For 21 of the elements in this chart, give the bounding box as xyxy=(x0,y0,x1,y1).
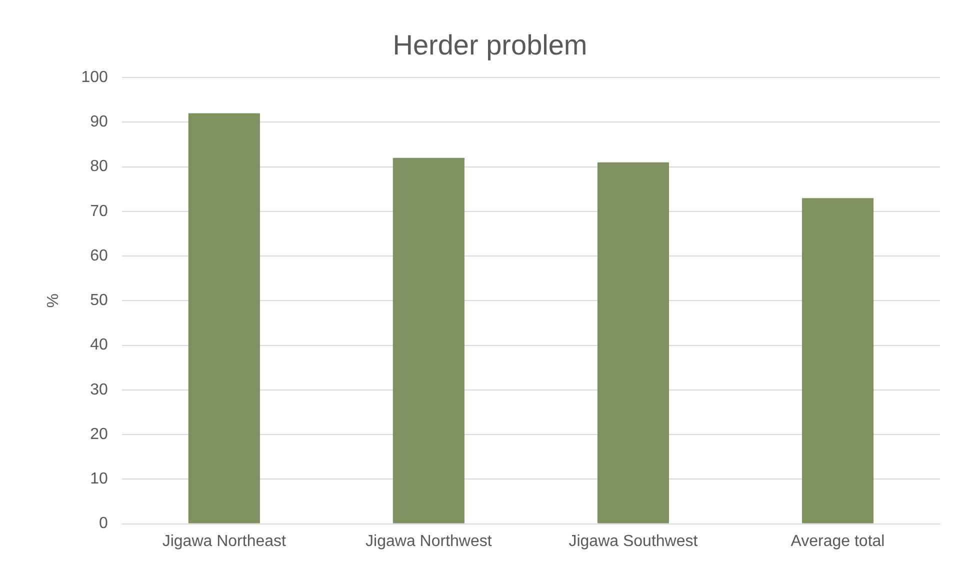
y-axis-title: % xyxy=(45,294,62,308)
y-tick-label: 70 xyxy=(90,202,108,220)
y-tick-label: 90 xyxy=(90,114,108,131)
y-tick-label: 40 xyxy=(90,336,108,354)
bar xyxy=(188,113,260,524)
x-tick-label: Jigawa Northwest xyxy=(366,532,492,550)
y-tick-label: 100 xyxy=(81,69,108,86)
y-tick-label: 10 xyxy=(90,470,108,488)
y-tick-label: 50 xyxy=(90,292,108,310)
bar xyxy=(802,198,874,524)
y-tick-label: 30 xyxy=(90,381,108,398)
bar xyxy=(597,162,670,524)
chart-title: Herder problem xyxy=(392,30,588,61)
bar xyxy=(392,158,464,524)
x-tick-label: Average total xyxy=(790,532,885,550)
y-tick-label: 20 xyxy=(90,426,108,443)
y-tick-label: 60 xyxy=(90,247,108,264)
y-tick-label: 0 xyxy=(98,515,108,532)
y-tick-label: 80 xyxy=(90,158,108,176)
x-tick-label: Jigawa Southwest xyxy=(568,532,698,550)
x-tick-label: Jigawa Northeast xyxy=(162,532,287,550)
